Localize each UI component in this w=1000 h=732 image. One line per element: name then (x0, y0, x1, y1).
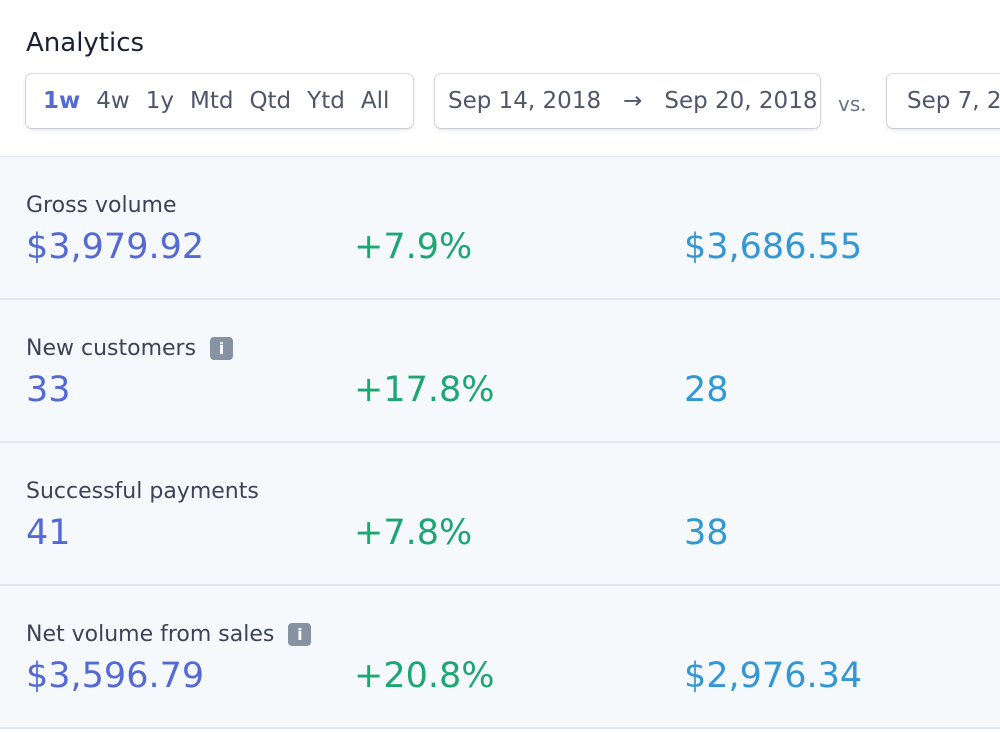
metric-change: +7.9% (354, 227, 473, 267)
compare-range-picker[interactable]: Sep 7, 2 (887, 74, 1000, 128)
page-title: Analytics (26, 28, 145, 58)
vs-label: vs. (838, 92, 867, 116)
metric-compare-value: 38 (684, 513, 729, 553)
metric-value: 41 (26, 513, 71, 553)
info-icon[interactable]: i (210, 337, 234, 360)
metric-change: +7.8% (354, 513, 473, 553)
start-date: Sep 14, 2018 (448, 88, 602, 114)
metric-label: New customers (26, 336, 197, 361)
info-icon[interactable]: i (288, 623, 312, 646)
range-qtd[interactable]: Qtd (249, 88, 292, 114)
metric-value: $3,979.92 (26, 227, 205, 267)
range-4w[interactable]: 4w (96, 88, 130, 114)
range-all[interactable]: All (360, 88, 390, 114)
arrow-right-icon: → (623, 88, 643, 114)
metric-label: Successful payments (26, 479, 259, 504)
range-1y[interactable]: 1y (145, 88, 174, 114)
metric-compare-value: 28 (684, 370, 729, 410)
metric-value: 33 (26, 370, 71, 410)
metric-row-new-customers[interactable]: New customers i 33 +17.8% 28 (0, 300, 1000, 443)
metric-row-gross-volume[interactable]: Gross volume $3,979.92 +7.9% $3,686.55 (0, 157, 1000, 300)
end-date: Sep 20, 2018 (664, 88, 818, 114)
compare-start-date: Sep 7, 2 (907, 88, 1000, 114)
metric-row-net-volume[interactable]: Net volume from sales i $3,596.79 +20.8% … (0, 586, 1000, 729)
metrics-list: Gross volume $3,979.92 +7.9% $3,686.55 N… (0, 156, 1000, 729)
metric-compare-value: $3,686.55 (684, 227, 863, 267)
range-1w[interactable]: 1w (43, 88, 81, 114)
range-mtd[interactable]: Mtd (189, 88, 234, 114)
metric-row-successful-payments[interactable]: Successful payments 41 +7.8% 38 (0, 443, 1000, 586)
metric-change: +17.8% (354, 370, 495, 410)
metric-label: Net volume from sales (26, 622, 275, 647)
range-selector: 1w 4w 1y Mtd Qtd Ytd All (26, 74, 413, 128)
range-ytd[interactable]: Ytd (307, 88, 345, 114)
metric-label: Gross volume (26, 193, 177, 218)
metric-change: +20.8% (354, 656, 495, 696)
metric-value: $3,596.79 (26, 656, 205, 696)
date-range-picker[interactable]: Sep 14, 2018 → Sep 20, 2018 (435, 74, 820, 128)
metric-compare-value: $2,976.34 (684, 656, 863, 696)
